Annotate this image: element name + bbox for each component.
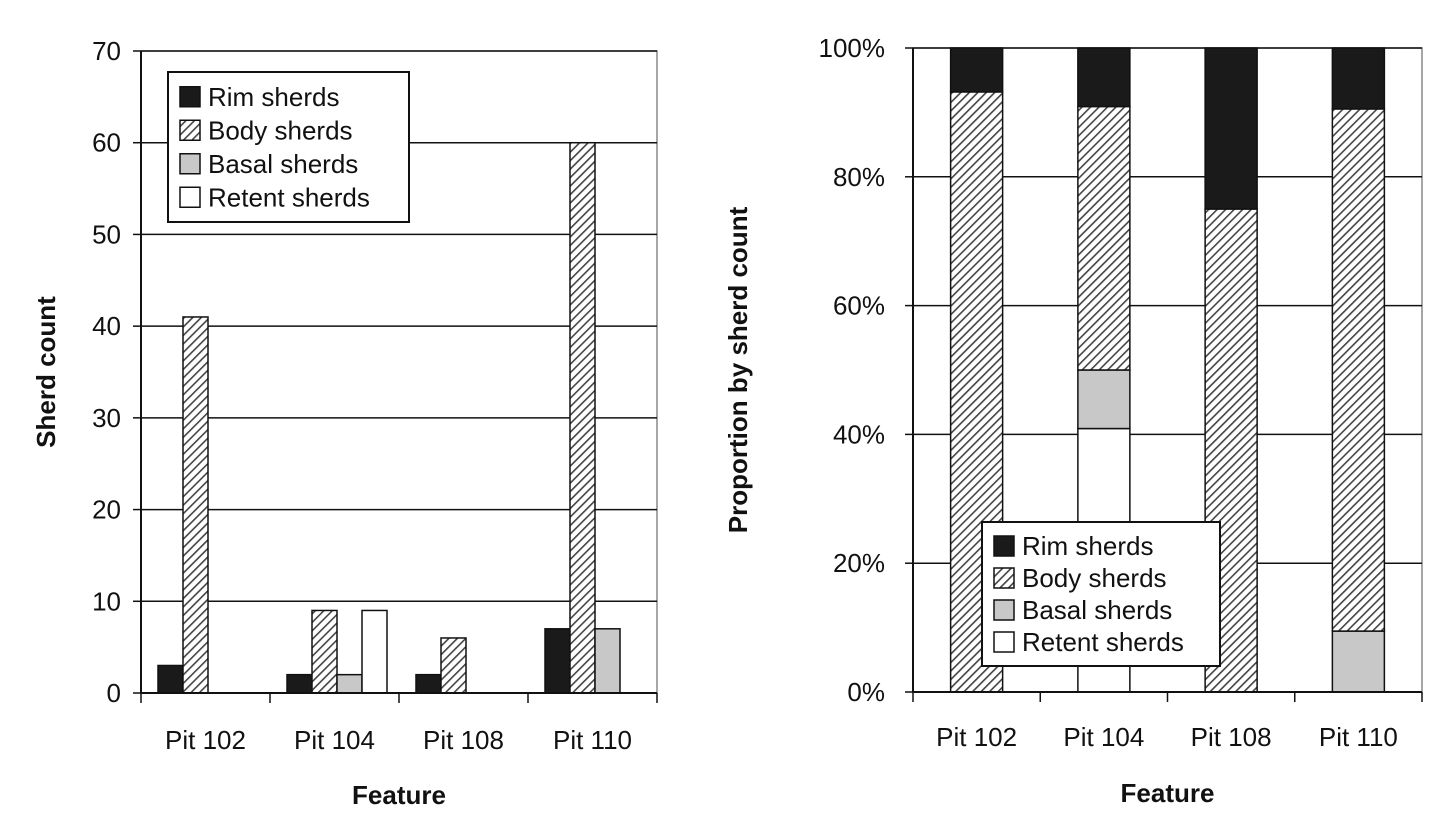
left-y-tick-label: 10: [92, 586, 121, 616]
left-y-tick-label: 20: [92, 495, 121, 525]
right-axes: [905, 47, 1423, 702]
right-y-tick-label: 60%: [833, 291, 885, 321]
right-x-tick-label: Pit 102: [936, 722, 1017, 752]
left-bar-pit-110-rim-sherds: [544, 628, 571, 694]
left-x-tick-label: Pit 110: [553, 725, 632, 755]
left-bar-pit-104-rim-sherds: [286, 673, 313, 694]
left-y-tick-label: 40: [92, 311, 121, 341]
left-y-axis-title: Sherd count: [31, 296, 61, 448]
right-y-tick-label: 80%: [833, 162, 885, 192]
left-x-tick-label: Pit 102: [165, 725, 246, 755]
right-x-axis-title: Feature: [1121, 778, 1215, 808]
left-y-tick-labels: 0 10 20 30 40 50 60 70: [92, 36, 121, 708]
right-bar-pit-108-rim-sherds: [1204, 47, 1258, 210]
left-bar-pit-110-basal-sherds: [594, 628, 621, 694]
right-legend-swatch-body-sherds: [993, 567, 1015, 589]
right-x-tick-labels: Pit 102 Pit 104 Pit 108 Pit 110: [936, 722, 1398, 752]
left-x-tick-labels: Pit 102 Pit 104 Pit 108 Pit 110: [165, 725, 632, 755]
right-chart-proportion: 0% 20% 40% 60% 80% 100% Pit 102 Pit 104 Pit 108…: [723, 33, 1423, 808]
right-bar-pit-102-rim-sherds: [949, 47, 1004, 93]
left-y-tick-label: 30: [92, 403, 121, 433]
left-x-axis-title: Feature: [352, 780, 446, 810]
left-bar-pit-102-rim-sherds: [157, 664, 184, 694]
left-bar-pit-108-body-sherds: [440, 637, 467, 694]
right-y-tick-label: 100%: [819, 33, 886, 63]
right-x-tick-label: Pit 104: [1063, 722, 1144, 752]
left-axes: [133, 50, 658, 703]
left-legend-box: [167, 71, 410, 223]
right-legend-swatch-basal-sherds: [993, 599, 1015, 621]
right-legend-box: [981, 521, 1221, 667]
right-y-axis-title: Proportion by sherd count: [723, 206, 753, 533]
right-bar-pit-104-basal-sherds: [1077, 369, 1131, 430]
left-legend-swatch-body-sherds: [179, 119, 201, 141]
right-y-tick-label: 40%: [833, 419, 885, 449]
right-x-tick-label: Pit 110: [1319, 722, 1398, 752]
right-bar-pit-110-body-sherds: [1331, 108, 1386, 632]
right-bar-pit-104-body-sherds: [1077, 105, 1131, 371]
left-bar-pit-104-retent-sherds: [361, 609, 388, 694]
left-y-tick-label: 70: [92, 36, 121, 66]
right-bar-pit-110-basal-sherds: [1331, 630, 1386, 693]
right-legend-swatch-retent-sherds: [993, 631, 1015, 653]
right-legend-label-rim-sherds: Rim sherds: [1022, 531, 1153, 561]
right-legend-label-retent-sherds: Retent sherds: [1022, 627, 1184, 657]
left-y-tick-label: 60: [92, 128, 121, 158]
left-bar-pit-102-body-sherds: [182, 316, 209, 694]
right-bar-pit-110-rim-sherds: [1331, 47, 1386, 110]
right-legend-label-body-sherds: Body sherds: [1022, 563, 1167, 593]
left-y-tick-label: 50: [92, 219, 121, 249]
left-legend-label-basal-sherds: Basal sherds: [208, 149, 358, 179]
right-legend-label-basal-sherds: Basal sherds: [1022, 595, 1172, 625]
left-bar-pit-104-basal-sherds: [336, 673, 363, 694]
left-y-tick-label: 0: [107, 678, 121, 708]
right-x-tick-label: Pit 108: [1191, 722, 1272, 752]
left-legend-label-retent-sherds: Retent sherds: [208, 182, 370, 212]
right-bar-pit-104-rim-sherds: [1077, 47, 1131, 108]
right-y-tick-label: 0%: [847, 677, 885, 707]
left-x-tick-label: Pit 104: [294, 725, 375, 755]
left-legend-swatch-basal-sherds: [179, 153, 201, 175]
right-y-tick-label: 20%: [833, 548, 885, 578]
left-bar-pit-104-body-sherds: [311, 609, 338, 694]
left-legend-label-body-sherds: Body sherds: [208, 115, 353, 145]
left-legend-swatch-rim-sherds: [179, 86, 201, 108]
left-bar-pit-108-rim-sherds: [415, 673, 442, 694]
right-legend-swatch-rim-sherds: [993, 535, 1015, 557]
left-bar-pit-110-body-sherds: [569, 141, 596, 694]
left-legend-label-rim-sherds: Rim sherds: [208, 82, 339, 112]
right-y-tick-labels: 0% 20% 40% 60% 80% 100%: [819, 33, 886, 707]
left-x-tick-label: Pit 108: [423, 725, 504, 755]
left-legend-swatch-retent-sherds: [179, 186, 201, 208]
